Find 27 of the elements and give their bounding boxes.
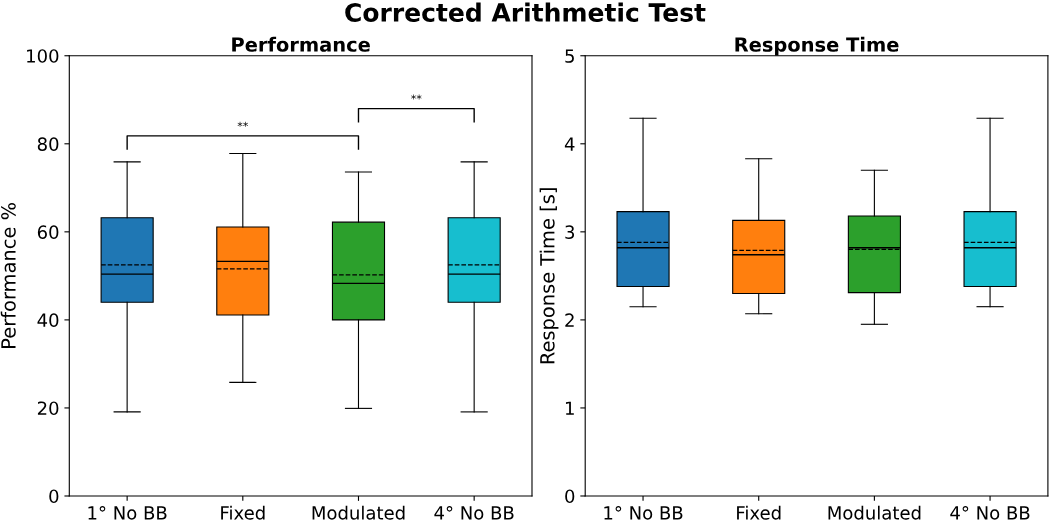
y-tick-label: 4	[564, 137, 575, 151]
x-tick-label: Fixed	[221, 505, 265, 520]
y-tick-label: 1	[565, 401, 574, 415]
chart-title: Performance	[232, 36, 370, 52]
annotation: **	[237, 121, 249, 127]
y-tick-label: 80	[37, 137, 59, 151]
x-tick-label: 4° No BB	[950, 506, 1030, 520]
x-tick-label: Fixed	[737, 505, 781, 520]
y-tick-label: 20	[37, 401, 59, 416]
y-tick-label: 0	[49, 489, 59, 504]
x-tick-label: 1° No BB	[88, 506, 167, 520]
y-tick-label: 0	[565, 489, 575, 504]
chart-title: Response Time	[735, 36, 899, 56]
annotation: **	[411, 94, 422, 100]
y-tick-label: 60	[37, 225, 59, 239]
y-tick-label: 3	[565, 225, 575, 239]
y-tick-label: 100	[27, 49, 59, 63]
x-tick-label: Modulated	[828, 505, 921, 520]
y-tick-label: 2	[565, 313, 574, 327]
y-axis-title: Performance %	[0, 203, 16, 348]
y-axis-title: Response Time [s]	[539, 188, 559, 364]
x-tick-label: 1° No BB	[604, 506, 683, 520]
x-tick-label: Modulated	[312, 505, 405, 520]
text: Corrected Arithmetic Test	[345, 2, 706, 22]
y-tick-label: 40	[37, 313, 59, 328]
y-tick-label: 5	[565, 49, 574, 63]
x-tick-label: 4° No BB	[434, 506, 514, 520]
